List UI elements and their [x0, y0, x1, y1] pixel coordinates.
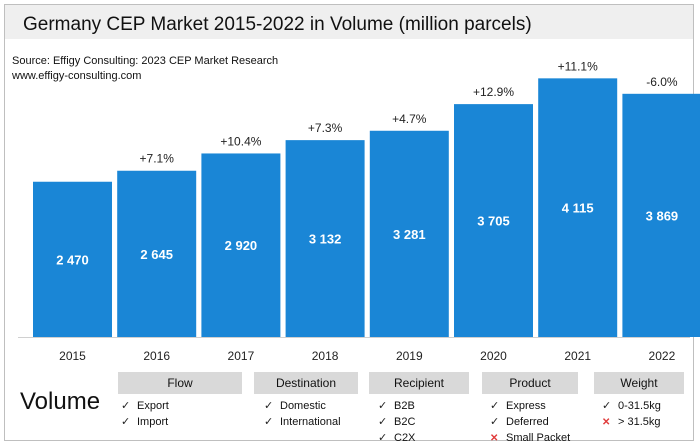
tick-label-2021: 2021: [564, 349, 591, 363]
check-icon: ✓: [264, 416, 274, 428]
list-item: ✓ Export: [121, 400, 169, 412]
category-head-product: Product: [482, 372, 578, 394]
tick-label-2016: 2016: [143, 349, 170, 363]
category-flow: Flow ✓ Export ✓ Import: [118, 372, 242, 430]
list-item: ✓ C2X: [378, 432, 416, 444]
value-label-2020: 3 705: [477, 214, 510, 229]
category-head-recipient: Recipient: [369, 372, 469, 394]
value-label-2019: 3 281: [393, 227, 426, 242]
check-icon: ✓: [490, 416, 500, 428]
tick-label-2020: 2020: [480, 349, 507, 363]
check-icon: ✓: [378, 416, 388, 428]
title-bar: Germany CEP Market 2015-2022 in Volume (…: [5, 5, 693, 39]
value-label-2022: 3 869: [646, 208, 679, 223]
list-item: ✓ International: [264, 416, 341, 428]
growth-label-2022: -6.0%: [646, 75, 678, 89]
category-weight: Weight ✓ 0-31.5kg ✕ > 31.5kg: [594, 372, 684, 430]
check-icon: ✓: [490, 400, 500, 412]
cross-icon: ✕: [490, 433, 499, 444]
category-product: Product ✓ Express ✓ Deferred ✕ Small Packet: [482, 372, 578, 446]
value-label-2021: 4 115: [562, 201, 594, 216]
bar-2017: [201, 153, 281, 337]
bar-2021: [538, 78, 618, 337]
bar-2019: [369, 130, 449, 337]
bar-2015: [33, 181, 112, 337]
tick-label-2018: 2018: [312, 349, 339, 363]
value-label-2018: 3 132: [309, 232, 342, 247]
bar-2020: [454, 104, 533, 337]
chart-title: Germany CEP Market 2015-2022 in Volume (…: [23, 14, 532, 35]
bar-2018: [285, 140, 365, 337]
website-text: www.effigy-consulting.com: [12, 70, 142, 82]
growth-label-2016: +7.1%: [140, 152, 175, 166]
growth-label-2021: +11.1%: [558, 59, 598, 73]
value-label-2015: 2 470: [56, 252, 89, 267]
list-item: ✕ Small Packet: [490, 430, 578, 446]
value-label-2017: 2 920: [225, 238, 258, 253]
check-icon: ✓: [121, 416, 131, 428]
list-item: ✓ Domestic: [264, 400, 326, 412]
list-item: ✓ Express: [490, 400, 546, 412]
check-icon: ✓: [378, 432, 388, 444]
category-head-flow: Flow: [118, 372, 242, 394]
list-item: ✕ > 31.5kg: [602, 414, 684, 430]
growth-label-2019: +4.7%: [392, 112, 427, 126]
check-icon: ✓: [121, 400, 131, 412]
growth-label-2017: +10.4%: [220, 134, 261, 148]
category-head-weight: Weight: [594, 372, 684, 394]
list-item: ✓ B2B: [378, 400, 415, 412]
list-item: ✓ 0-31.5kg: [602, 400, 661, 412]
value-label-2016: 2 645: [140, 247, 173, 262]
category-recipient: Recipient ✓ B2B ✓ B2C ✓ C2X: [369, 372, 469, 446]
tick-label-2017: 2017: [228, 349, 255, 363]
check-icon: ✓: [602, 400, 612, 412]
tick-label-2019: 2019: [396, 349, 423, 363]
bar-2022: [622, 93, 700, 337]
growth-label-2018: +7.3%: [308, 121, 343, 135]
source-text: Source: Effigy Consulting: 2023 CEP Mark…: [12, 55, 279, 67]
list-item: ✓ Import: [121, 416, 169, 428]
category-destination: Destination ✓ Domestic ✓ International: [254, 372, 358, 430]
volume-label: Volume: [20, 388, 101, 415]
category-head-destination: Destination: [254, 372, 358, 394]
check-icon: ✓: [264, 400, 274, 412]
list-item: ✓ Deferred: [490, 416, 549, 428]
cross-icon: ✕: [602, 417, 611, 428]
check-icon: ✓: [378, 400, 388, 412]
tick-label-2015: 2015: [59, 349, 86, 363]
bar-2016: [117, 170, 197, 337]
list-item: ✓ B2C: [378, 416, 416, 428]
tick-label-2022: 2022: [649, 349, 676, 363]
growth-label-2020: +12.9%: [473, 85, 514, 99]
